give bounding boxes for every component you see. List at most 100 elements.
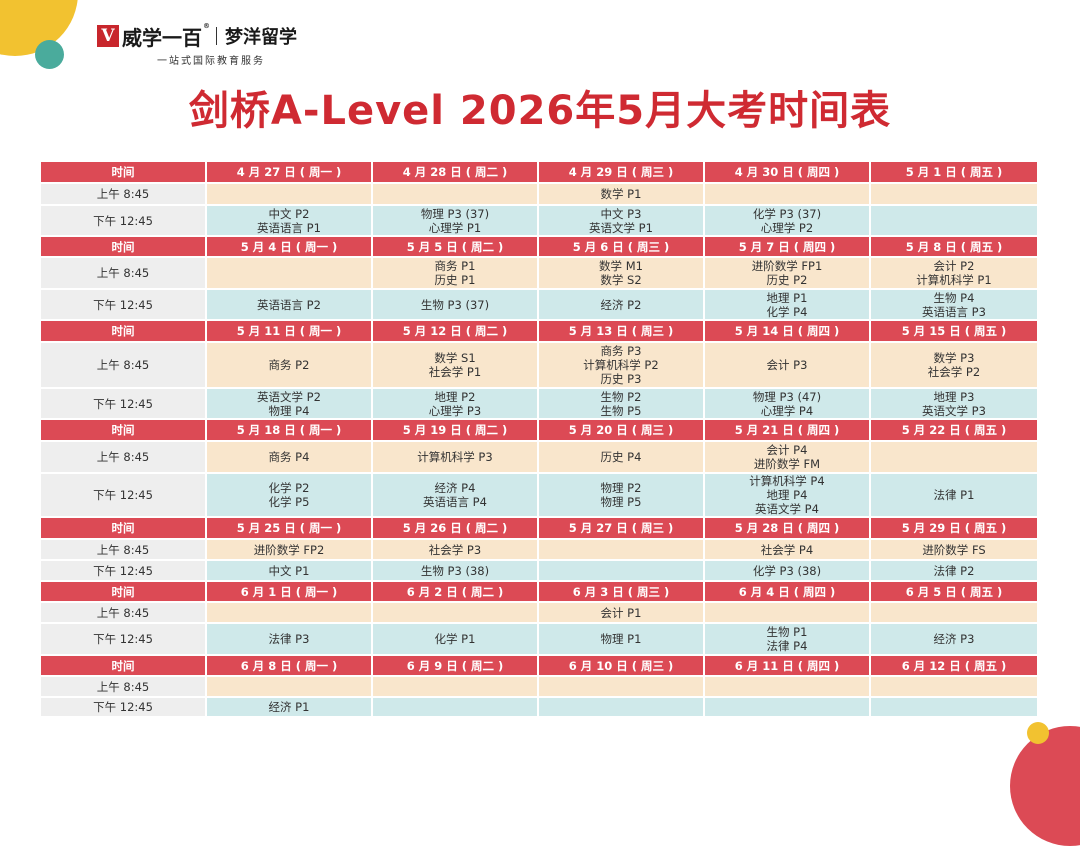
exam-paper: 经济 P4 xyxy=(434,481,476,495)
date-header: 5 月 28 日 ( 周四 ) xyxy=(705,518,871,540)
exam-paper: 数学 P3 xyxy=(933,351,975,365)
exam-cell xyxy=(373,698,539,718)
time-column-header: 时间 xyxy=(41,420,207,442)
exam-paper: 化学 P5 xyxy=(268,495,310,509)
exam-paper: 物理 P3 (37) xyxy=(420,206,490,221)
exam-cell: 化学 P1 xyxy=(373,624,539,656)
exam-cell xyxy=(705,698,871,718)
exam-cell: 生物 P3 (38) xyxy=(373,561,539,582)
decorative-yellow-dot xyxy=(1027,722,1049,744)
exam-cell xyxy=(373,184,539,206)
decorative-red-circle xyxy=(1010,726,1080,846)
afternoon-session-row: 下午 12:45 中文 P2 英语语言 P1 物理 P3 (37) 心理学 P1 中文 P… xyxy=(41,206,1037,237)
exam-cell: 生物 P1 法律 P4 xyxy=(705,624,871,656)
exam-paper: 英语文学 P4 xyxy=(755,502,819,516)
exam-paper: 经济 P2 xyxy=(600,297,642,312)
date-header: 5 月 18 日 ( 周一 ) xyxy=(207,420,373,442)
morning-session-row: 上午 8:45 进阶数学 FP2 社会学 P3 社会学 P4 进阶数学 FS xyxy=(41,540,1037,561)
exam-cell xyxy=(539,561,705,582)
date-header: 5 月 1 日 ( 周五 ) xyxy=(871,162,1037,184)
exam-cell: 生物 P2 生物 P5 xyxy=(539,389,705,420)
exam-cell: 商务 P3 计算机科学 P2 历史 P3 xyxy=(539,343,705,389)
date-header: 6 月 12 日 ( 周五 ) xyxy=(871,656,1037,677)
exam-cell: 数学 P3 社会学 P2 xyxy=(871,343,1037,389)
date-header: 5 月 25 日 ( 周一 ) xyxy=(207,518,373,540)
afternoon-time-label: 下午 12:45 xyxy=(41,474,207,518)
exam-paper: 心理学 P2 xyxy=(760,220,814,235)
exam-paper: 会计 P4 xyxy=(766,443,808,457)
time-column-header: 时间 xyxy=(41,518,207,540)
exam-cell xyxy=(373,603,539,624)
exam-cell: 生物 P4 英语语言 P3 xyxy=(871,290,1037,321)
exam-cell xyxy=(207,184,373,206)
exam-paper: 生物 P3 (38) xyxy=(420,563,490,578)
morning-time-label: 上午 8:45 xyxy=(41,603,207,624)
exam-paper: 进阶数学 FM xyxy=(753,457,821,471)
exam-paper: 化学 P4 xyxy=(766,304,808,319)
exam-cell: 英语语言 P2 xyxy=(207,290,373,321)
date-header: 4 月 30 日 ( 周四 ) xyxy=(705,162,871,184)
exam-paper: 历史 P3 xyxy=(600,372,642,386)
exam-paper: 生物 P5 xyxy=(600,403,642,418)
exam-cell: 经济 P4 英语语言 P4 xyxy=(373,474,539,518)
exam-paper: 社会学 P2 xyxy=(927,365,981,379)
exam-cell xyxy=(871,206,1037,237)
exam-cell: 物理 P1 xyxy=(539,624,705,656)
exam-cell: 商务 P4 xyxy=(207,442,373,474)
exam-cell: 地理 P1 化学 P4 xyxy=(705,290,871,321)
logo-v-icon: V xyxy=(97,25,119,47)
date-header: 4 月 29 日 ( 周三 ) xyxy=(539,162,705,184)
exam-cell xyxy=(207,677,373,698)
exam-paper: 物理 P2 xyxy=(600,481,642,495)
date-header: 4 月 27 日 ( 周一 ) xyxy=(207,162,373,184)
exam-paper: 物理 P4 xyxy=(268,403,310,418)
exam-cell: 会计 P1 xyxy=(539,603,705,624)
exam-paper: 社会学 P1 xyxy=(428,365,482,379)
afternoon-session-row: 下午 12:45 经济 P1 xyxy=(41,698,1037,718)
morning-session-row: 上午 8:45 商务 P1 历史 P1 数学 M1 数学 S2 进阶数学 FP1 历史 P2… xyxy=(41,258,1037,290)
afternoon-session-row: 下午 12:45 法律 P3 化学 P1 物理 P1 生物 P1 法律 P4 经济 P3 xyxy=(41,624,1037,656)
exam-paper: 数学 M1 xyxy=(599,259,643,273)
exam-paper: 计算机科学 P4 xyxy=(749,474,825,488)
time-column-header: 时间 xyxy=(41,321,207,343)
exam-paper: 生物 P1 xyxy=(766,625,808,639)
partner-brand-name: 梦洋留学 xyxy=(225,27,297,48)
exam-paper: 会计 P2 xyxy=(933,259,975,273)
exam-cell: 生物 P3 (37) xyxy=(373,290,539,321)
exam-paper: 英语语言 P3 xyxy=(922,304,986,319)
exam-paper: 经济 P3 xyxy=(933,632,975,646)
week-header-row: 时间 5 月 25 日 ( 周一 ) 5 月 26 日 ( 周二 ) 5 月 27 日… xyxy=(41,518,1037,540)
date-header: 6 月 1 日 ( 周一 ) xyxy=(207,582,373,603)
exam-paper: 历史 P1 xyxy=(434,273,476,287)
exam-paper: 英语文学 P1 xyxy=(589,220,653,235)
exam-paper: 心理学 P1 xyxy=(428,220,482,235)
afternoon-time-label: 下午 12:45 xyxy=(41,624,207,656)
date-header: 5 月 26 日 ( 周二 ) xyxy=(373,518,539,540)
exam-paper: 英语语言 P2 xyxy=(257,297,321,312)
exam-cell: 商务 P2 xyxy=(207,343,373,389)
exam-paper: 法律 P1 xyxy=(933,488,975,502)
exam-cell: 经济 P3 xyxy=(871,624,1037,656)
exam-paper: 社会学 P4 xyxy=(760,542,814,557)
exam-paper: 心理学 P4 xyxy=(760,403,814,418)
exam-cell: 法律 P3 xyxy=(207,624,373,656)
exam-paper: 商务 P1 xyxy=(434,259,476,273)
date-header: 5 月 15 日 ( 周五 ) xyxy=(871,321,1037,343)
date-header: 6 月 3 日 ( 周三 ) xyxy=(539,582,705,603)
week-header-row: 时间 6 月 8 日 ( 周一 ) 6 月 9 日 ( 周二 ) 6 月 10 日 (… xyxy=(41,656,1037,677)
afternoon-time-label: 下午 12:45 xyxy=(41,206,207,237)
exam-cell: 化学 P3 (37) 心理学 P2 xyxy=(705,206,871,237)
morning-session-row: 上午 8:45 数学 P1 xyxy=(41,184,1037,206)
exam-paper: 化学 P3 (38) xyxy=(752,563,822,578)
afternoon-session-row: 下午 12:45 英语语言 P2 生物 P3 (37) 经济 P2 地理 P1 化学 P4… xyxy=(41,290,1037,321)
date-header: 5 月 4 日 ( 周一 ) xyxy=(207,237,373,258)
exam-cell: 经济 P1 xyxy=(207,698,373,718)
exam-paper: 英语文学 P2 xyxy=(257,389,321,404)
time-column-header: 时间 xyxy=(41,656,207,677)
exam-cell: 数学 S1 社会学 P1 xyxy=(373,343,539,389)
week-header-row: 时间 5 月 4 日 ( 周一 ) 5 月 5 日 ( 周二 ) 5 月 6 日 ( … xyxy=(41,237,1037,258)
date-header: 5 月 5 日 ( 周二 ) xyxy=(373,237,539,258)
date-header: 6 月 8 日 ( 周一 ) xyxy=(207,656,373,677)
afternoon-session-row: 下午 12:45 化学 P2 化学 P5 经济 P4 英语语言 P4 物理 P2 物理 P5… xyxy=(41,474,1037,518)
exam-cell: 进阶数学 FS xyxy=(871,540,1037,561)
